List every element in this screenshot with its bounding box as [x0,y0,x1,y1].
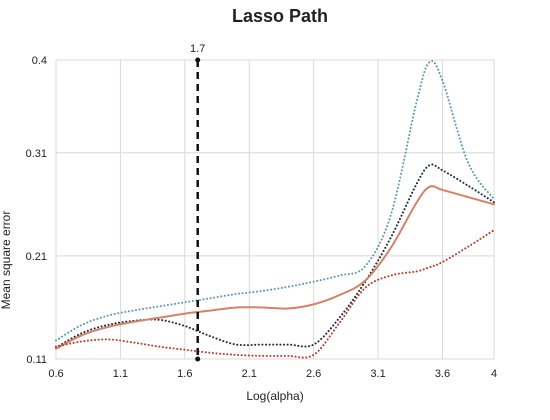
reference-vline-top-dot [195,57,201,63]
x-tick-label: 2.1 [242,368,257,380]
x-tick-label: 4 [491,368,497,380]
chart-title: Lasso Path [232,6,328,26]
x-tick-label: 0.6 [48,368,63,380]
x-tick-label: 2.6 [306,368,321,380]
x-tick-label: 3.6 [435,368,450,380]
y-tick-label: 0.11 [26,354,47,366]
y-tick-label: 0.31 [26,148,47,160]
x-tick-label: 1.1 [113,368,128,380]
x-tick-label: 3.1 [370,368,385,380]
series-line-2 [55,163,495,349]
series-line-3 [55,185,495,350]
reference-line: 1.7 [190,43,205,362]
y-tick-label: 0.4 [32,55,47,67]
x-tick-label: 1.6 [177,368,192,380]
y-axis-label: Mean square error [0,211,13,310]
reference-vline-label: 1.7 [190,43,205,55]
reference-vline-bottom-dot [195,356,201,362]
series-line-1 [55,60,495,342]
y-tick-label: 0.21 [26,251,47,263]
series-lines [55,60,495,359]
series-line-4 [55,229,495,359]
grid [55,59,495,360]
tick-labels: 0.6 1.1 1.6 2.1 2.6 3.1 3.6 4 0.11 0.21 0.31 0.4 [26,55,497,380]
x-axis-label: Log(alpha) [246,389,303,403]
